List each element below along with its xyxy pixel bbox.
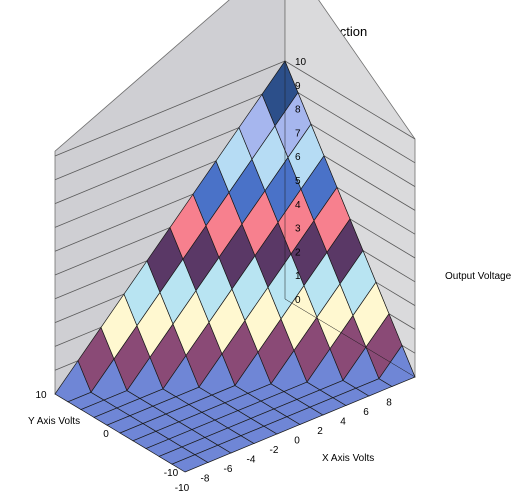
y-tick-label: -10 [164,468,179,479]
axis-ticks: 0 1 2 3 4 5 6 7 8 9 10 -10 -8 -6 -4 -2 0 2 4 6 8 10 0 -10 [35,57,392,492]
z-tick-label: 8 [295,105,301,116]
y-tick-label: 0 [103,429,109,440]
z-axis-label: Output Voltage [445,271,512,282]
x-tick-label: 8 [386,398,392,409]
wall-gridline [284,84,416,164]
z-tick-label: 3 [295,224,301,235]
x-tick-label: -8 [201,474,210,485]
y-tick-label: 10 [35,390,47,401]
z-tick-label: 10 [295,57,307,68]
y-axis-label: Y Axis Volts [28,416,80,427]
surface-mesh [54,60,416,473]
x-tick-label: 4 [340,417,346,428]
z-tick-label: 2 [295,247,301,258]
wall-gridline [54,60,286,157]
x-axis-label: X Axis Volts [322,453,374,464]
z-tick-label: 1 [295,271,301,282]
x-tick-label: -10 [175,483,190,492]
x-tick-label: 2 [317,426,323,437]
z-tick-label: 5 [295,176,301,187]
wall-gridline [284,60,416,140]
z-tick-label: 7 [295,128,301,139]
x-tick-label: 6 [363,407,369,418]
x-tick-label: 0 [294,436,300,447]
z-tick-label: 6 [295,152,301,163]
x-tick-label: -2 [270,445,279,456]
z-tick-label: 0 [295,295,301,306]
z-tick-label: 4 [295,200,301,211]
wall-gridline [54,84,286,181]
z-tick-label: 9 [295,81,301,92]
x-tick-label: -6 [224,464,233,475]
surface-edge [284,60,416,378]
x-tick-label: -4 [247,455,256,466]
